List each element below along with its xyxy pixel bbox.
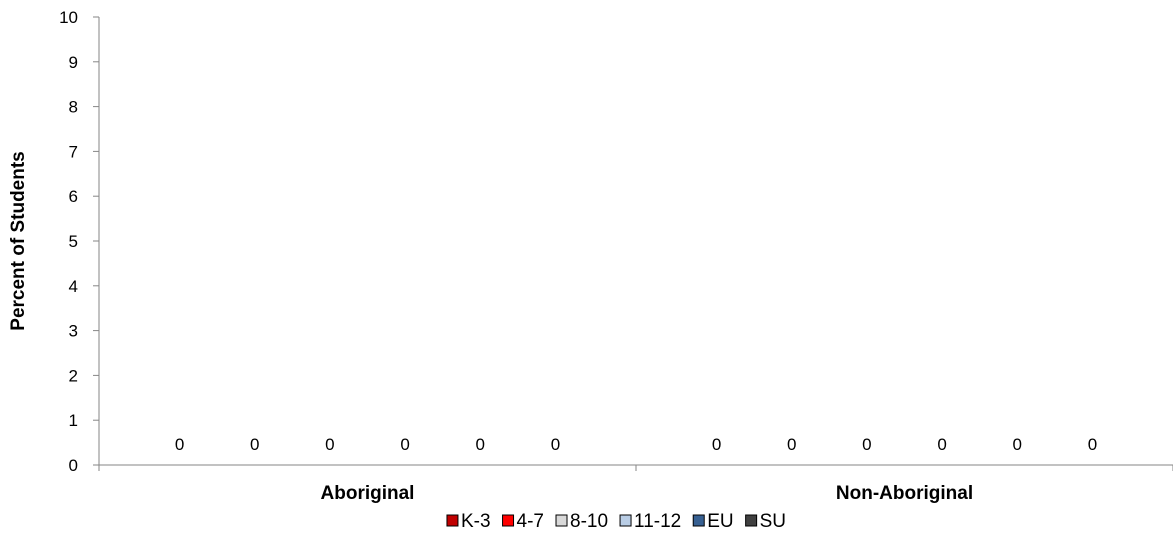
y-axis: 0 1 2 3 4 5 6 7 8 9 10 (59, 8, 100, 475)
data-label: 0 (1013, 435, 1022, 454)
y-tick-label: 4 (69, 277, 78, 296)
y-tick-label: 10 (59, 8, 78, 27)
y-tick-label: 2 (69, 366, 78, 385)
data-label: 0 (1088, 435, 1097, 454)
data-label: 0 (787, 435, 796, 454)
legend: K-3 4-7 8-10 11-12 EU SU (446, 511, 786, 532)
data-label: 0 (400, 435, 409, 454)
legend-label: SU (760, 511, 786, 532)
y-tick-label: 6 (69, 187, 78, 206)
y-tick-label: 5 (69, 232, 78, 251)
data-label: 0 (325, 435, 334, 454)
legend-label: EU (707, 511, 733, 532)
data-label: 0 (250, 435, 259, 454)
y-tick-label: 3 (69, 322, 78, 341)
data-label: 0 (712, 435, 721, 454)
data-label: 0 (175, 435, 184, 454)
legend-swatch (619, 514, 632, 527)
y-tick-label: 9 (69, 53, 78, 72)
y-tick-label: 1 (69, 411, 78, 430)
y-tick-label: 7 (69, 142, 78, 161)
legend-label: 11-12 (634, 511, 681, 532)
legend-label: 8-10 (570, 511, 608, 532)
y-axis-title: Percent of Students (8, 151, 29, 330)
x-axis: Aboriginal Non-Aboriginal (98, 464, 1173, 504)
legend-swatch (745, 514, 758, 527)
legend-swatch (502, 514, 515, 527)
legend-swatch (555, 514, 568, 527)
data-labels: 0 0 0 0 0 0 0 0 0 0 0 0 (175, 435, 1097, 454)
legend-label: K-3 (461, 511, 491, 532)
legend-swatch (692, 514, 705, 527)
data-label: 0 (937, 435, 946, 454)
category-label: Aboriginal (321, 483, 415, 504)
legend-swatch (446, 514, 459, 527)
y-tick-label: 0 (69, 456, 78, 475)
data-label: 0 (551, 435, 560, 454)
y-tick-label: 8 (69, 98, 78, 117)
data-label: 0 (862, 435, 871, 454)
data-label: 0 (476, 435, 485, 454)
legend-label: 4-7 (517, 511, 544, 532)
category-label: Non-Aboriginal (836, 483, 973, 504)
